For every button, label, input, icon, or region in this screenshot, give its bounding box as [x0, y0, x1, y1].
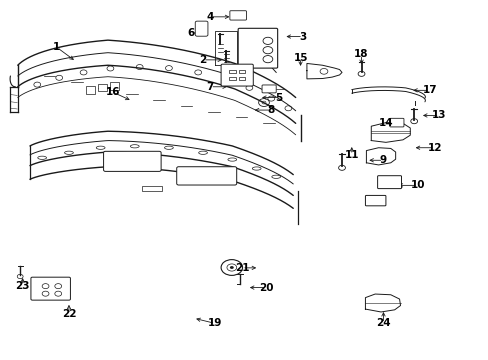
Text: 20: 20: [259, 283, 273, 293]
Text: 4: 4: [206, 12, 214, 22]
Text: 21: 21: [234, 263, 249, 273]
FancyBboxPatch shape: [176, 167, 236, 185]
FancyBboxPatch shape: [195, 21, 207, 36]
Bar: [238, 70, 245, 73]
FancyBboxPatch shape: [377, 176, 401, 189]
Bar: [110, 82, 119, 90]
FancyBboxPatch shape: [31, 277, 70, 300]
Text: 14: 14: [378, 118, 392, 128]
FancyBboxPatch shape: [365, 195, 385, 206]
FancyBboxPatch shape: [262, 85, 276, 93]
Text: 7: 7: [206, 82, 214, 92]
Text: 24: 24: [375, 319, 390, 328]
Text: 19: 19: [207, 319, 222, 328]
Bar: [86, 86, 95, 94]
Text: 16: 16: [105, 87, 120, 97]
Text: 13: 13: [431, 111, 446, 121]
Text: 2: 2: [199, 55, 206, 65]
Bar: [142, 186, 161, 192]
Text: 15: 15: [293, 53, 307, 63]
Text: 11: 11: [344, 150, 358, 160]
FancyBboxPatch shape: [221, 64, 253, 86]
FancyBboxPatch shape: [389, 118, 403, 127]
Bar: [98, 84, 107, 91]
FancyBboxPatch shape: [103, 151, 161, 171]
Text: 5: 5: [274, 93, 282, 103]
Text: 8: 8: [267, 105, 274, 115]
Text: 1: 1: [53, 42, 61, 52]
Circle shape: [229, 266, 233, 269]
Text: 12: 12: [427, 143, 441, 153]
Text: 22: 22: [61, 310, 76, 319]
Text: 18: 18: [353, 49, 368, 59]
FancyBboxPatch shape: [229, 11, 246, 20]
Text: 9: 9: [379, 155, 386, 165]
FancyBboxPatch shape: [238, 28, 277, 68]
Text: 17: 17: [422, 85, 436, 95]
Bar: [238, 77, 245, 80]
Text: 23: 23: [15, 281, 30, 291]
Text: 10: 10: [409, 180, 424, 190]
Bar: [229, 77, 236, 80]
Text: 3: 3: [299, 32, 306, 41]
Bar: [229, 70, 236, 73]
Text: 6: 6: [187, 28, 194, 38]
